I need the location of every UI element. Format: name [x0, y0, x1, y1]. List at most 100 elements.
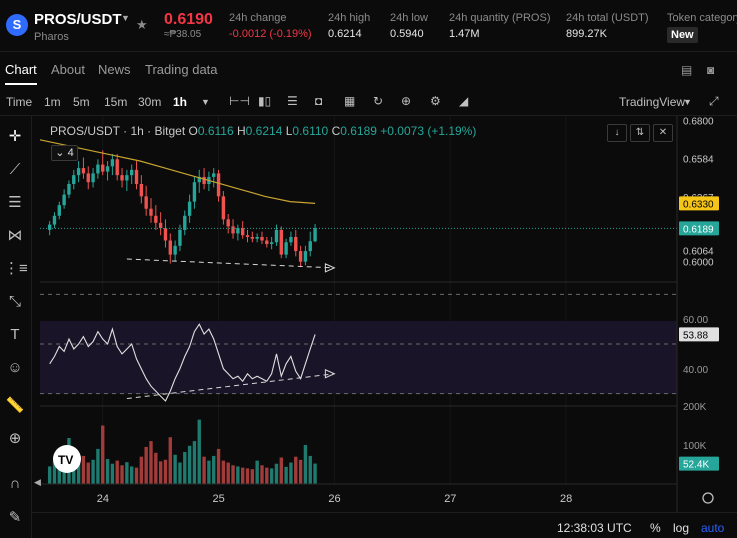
trendline-arrow-icon: [324, 263, 336, 273]
auto-toggle[interactable]: auto: [701, 521, 725, 535]
token-name: Pharos: [34, 31, 69, 43]
volume-bar: [207, 460, 211, 484]
interval-30m[interactable]: 30m: [138, 95, 162, 109]
emoji-icon[interactable]: ☺: [7, 359, 23, 376]
candle-body: [110, 159, 115, 167]
crosshair-icon[interactable]: ✛: [8, 128, 22, 145]
add-icon[interactable]: ⊕: [401, 94, 412, 108]
legend-change: +0.0073 (+1.19%): [380, 124, 477, 138]
candle-body: [67, 183, 71, 195]
candle-body: [231, 226, 235, 234]
volume-tick-label: 100K: [683, 441, 707, 452]
volume-bar: [221, 460, 226, 484]
volume-bar: [168, 437, 172, 484]
candle-body: [183, 215, 187, 230]
volume-bar: [105, 459, 110, 484]
tab-chart[interactable]: Chart: [5, 62, 37, 77]
trendline-arrow-icon: [324, 368, 336, 379]
tab-news[interactable]: News: [98, 62, 131, 77]
notes-icon[interactable]: ▤: [681, 63, 693, 77]
candle-body: [236, 228, 240, 234]
log-toggle[interactable]: log: [673, 521, 690, 535]
text-icon[interactable]: T: [10, 326, 20, 343]
drawing-tools: ✛ ⟋ ☰ ⋈ ⋮≡ ⤡ T ☺ 📏 ⊕ ∩ ✎: [0, 116, 32, 538]
horizontal-lines-icon[interactable]: ☰: [8, 194, 22, 211]
favorite-star-icon[interactable]: ★: [136, 17, 148, 32]
candle-body: [144, 196, 148, 209]
price-chart[interactable]: 0.68000.65840.63670.60640.60000.63300.61…: [32, 116, 737, 512]
candle-body: [226, 219, 230, 227]
volume-bar: [269, 468, 274, 484]
fib-icon[interactable]: ⋮≡: [4, 260, 28, 277]
gear-icon[interactable]: ⚙: [430, 94, 441, 108]
volume-bar: [52, 460, 57, 484]
volume-bar: [274, 463, 279, 484]
refresh-icon[interactable]: ↻: [373, 94, 384, 108]
tradingview-logo-icon: TV: [58, 453, 73, 467]
legend-open-key: O: [188, 124, 198, 138]
legend-high: 0.6214: [245, 124, 283, 138]
legend-low-key: L: [285, 124, 293, 138]
close-icon[interactable]: ✕: [653, 124, 673, 142]
brush-icon[interactable]: ⤡: [8, 293, 21, 310]
rsi-tick-label: 60.00: [683, 315, 708, 326]
chevron-down-icon[interactable]: ▼: [683, 97, 692, 107]
robot-icon[interactable]: ◙: [707, 63, 715, 77]
indicators-icon[interactable]: ☰: [287, 94, 298, 108]
candle-body: [274, 229, 279, 243]
chart-type-icon[interactable]: ◢: [459, 94, 469, 108]
pair-name[interactable]: PROS/USDT: [34, 11, 122, 28]
gear-icon[interactable]: [702, 492, 714, 504]
time-tick-label: 27: [444, 493, 456, 505]
fullscreen-icon[interactable]: ⤢: [709, 94, 719, 108]
move-down-icon[interactable]: ↓: [607, 124, 627, 142]
candles-icon[interactable]: ▮▯: [258, 94, 272, 108]
candle-body: [221, 196, 226, 220]
chevron-down-icon[interactable]: ▼: [201, 97, 210, 107]
chart-legend: PROS/USDT · 1h · Bitget O0.6116 H0.6214 …: [50, 124, 476, 138]
tradingview-select[interactable]: TradingView: [619, 95, 686, 109]
collapse-pane-icon[interactable]: ⇅: [630, 124, 650, 142]
indicator-toggle[interactable]: ⌄ 4: [51, 145, 78, 161]
volume-bar: [154, 452, 158, 484]
bar-style-icon[interactable]: ⊢⊣: [229, 94, 250, 108]
fiat-price: ≈₱38.05: [164, 29, 202, 40]
axis-settings-icon[interactable]: [702, 492, 714, 504]
stat-label: 24h quantity (PROS): [449, 12, 551, 24]
eraser-icon[interactable]: ✎: [8, 509, 22, 526]
time-tick-label: 24: [97, 493, 109, 505]
stat-label: Token category: [667, 12, 737, 24]
interval-time[interactable]: Time: [6, 95, 33, 109]
volume-tick-label: 200K: [683, 402, 707, 413]
interval-1h[interactable]: 1h: [173, 95, 188, 109]
volume-bar: [313, 463, 317, 484]
volume-bar: [120, 465, 124, 484]
trendline-icon[interactable]: ⟋: [9, 161, 21, 178]
zoom-in-icon[interactable]: ⊕: [8, 430, 22, 447]
interval-1m[interactable]: 1m: [44, 95, 61, 109]
price-axis: 0.68000.65840.63670.60640.60000.63300.61…: [679, 116, 719, 471]
candle-body: [163, 228, 168, 241]
interval-15m[interactable]: 15m: [104, 95, 128, 109]
percent-toggle[interactable]: %: [650, 521, 661, 535]
chevron-down-icon[interactable]: ▼: [121, 13, 130, 23]
tab-trading-data[interactable]: Trading data: [145, 62, 218, 77]
new-badge: New: [667, 27, 698, 43]
ruler-icon[interactable]: 📏: [5, 397, 25, 414]
stat-value: 0.6214: [328, 28, 362, 40]
magnet-icon[interactable]: ∩: [9, 475, 21, 492]
pattern-icon[interactable]: ⋈: [7, 227, 23, 244]
calendar-icon[interactable]: ▦: [344, 94, 356, 108]
volume-bar: [96, 448, 100, 484]
legend-title: PROS/USDT · 1h · Bitget: [50, 124, 186, 138]
volume-bar: [130, 466, 134, 484]
camera-icon[interactable]: ◘: [315, 94, 323, 108]
ma-line: [39, 139, 316, 204]
candle-body: [308, 241, 312, 252]
stat-value: 1.47M: [449, 28, 480, 40]
scroll-left-icon[interactable]: ◀: [34, 478, 41, 488]
candle-body: [245, 235, 250, 237]
tab-about[interactable]: About: [51, 62, 85, 77]
price-label-bg: [679, 221, 719, 236]
interval-5m[interactable]: 5m: [73, 95, 90, 109]
